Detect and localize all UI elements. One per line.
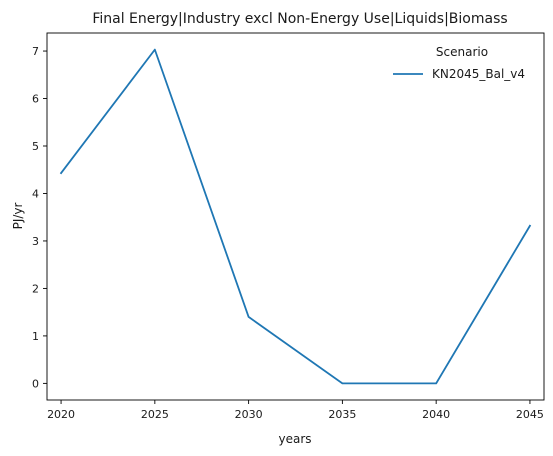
y-tick-label: 1 xyxy=(32,330,39,343)
x-tick-label: 2020 xyxy=(47,408,75,421)
x-axis-label: years xyxy=(278,432,311,446)
x-tick-label: 2035 xyxy=(328,408,356,421)
x-tick-label: 2030 xyxy=(235,408,263,421)
series-line xyxy=(59,48,532,385)
y-tick-label: 2 xyxy=(32,282,39,295)
x-axis: 2020 2025 2030 2035 2040 2045 xyxy=(47,400,544,421)
legend: Scenario KN2045_Bal_v4 xyxy=(393,45,525,81)
y-tick-label: 7 xyxy=(32,45,39,58)
x-tick-label: 2045 xyxy=(516,408,544,421)
x-tick-label: 2025 xyxy=(141,408,169,421)
y-axis-label: PJ/yr xyxy=(11,203,25,230)
y-tick-label: 6 xyxy=(32,93,39,106)
y-axis: 0 1 2 3 4 5 6 7 xyxy=(32,45,47,390)
x-tick-label: 2040 xyxy=(422,408,450,421)
plot-area xyxy=(46,32,545,401)
y-tick-label: 0 xyxy=(32,377,39,390)
series-layer xyxy=(59,48,532,385)
y-tick-label: 4 xyxy=(32,187,39,200)
y-tick-label: 5 xyxy=(32,140,39,153)
legend-title: Scenario xyxy=(436,45,488,59)
plot-frame xyxy=(46,32,545,401)
y-tick-label: 3 xyxy=(32,235,39,248)
chart-title: Final Energy|Industry excl Non-Energy Us… xyxy=(92,11,507,27)
legend-label: KN2045_Bal_v4 xyxy=(432,67,525,81)
